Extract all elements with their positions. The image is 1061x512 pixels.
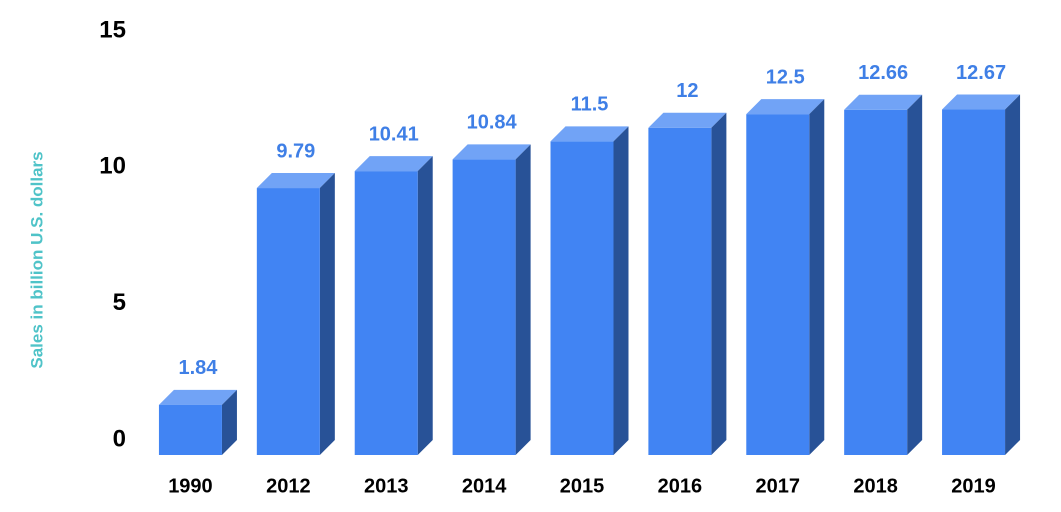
bar	[648, 112, 727, 456]
value-label: 12.5	[766, 66, 805, 88]
bar-front	[648, 127, 712, 456]
bar-top	[452, 144, 531, 160]
bar	[550, 126, 629, 455]
x-tick-label: 2012	[266, 475, 311, 497]
bar-top	[648, 112, 727, 128]
bar-side	[907, 94, 923, 455]
y-tick-label: 5	[113, 289, 126, 316]
bar	[746, 99, 825, 456]
y-tick-label: 0	[113, 425, 126, 452]
x-tick-label: 2013	[364, 475, 409, 497]
bar	[844, 94, 923, 455]
bar-side	[319, 173, 335, 455]
value-label: 11.5	[571, 94, 609, 116]
x-tick-label: 2015	[560, 475, 605, 497]
bar-front	[452, 159, 516, 456]
bar-top	[746, 99, 825, 115]
bar-front	[256, 188, 320, 455]
bar-side	[417, 156, 433, 456]
y-tick-label: 15	[99, 16, 126, 43]
bar-front	[158, 404, 222, 455]
x-tick-label: 2014	[462, 475, 507, 497]
x-tick-label: 2016	[658, 475, 703, 497]
bar-side	[809, 99, 825, 456]
bar-side	[711, 112, 727, 456]
x-tick-label: 2018	[853, 475, 898, 497]
value-label: 10.41	[369, 123, 419, 145]
x-tick-label: 2017	[756, 475, 801, 497]
bar	[354, 156, 433, 456]
value-label: 1.84	[178, 357, 218, 379]
bar-front	[354, 171, 418, 456]
value-label: 12	[676, 80, 698, 102]
bar-top	[942, 94, 1021, 110]
bar	[942, 94, 1021, 455]
y-axis-label: Sales in billion U.S. dollars	[27, 151, 46, 368]
bar	[452, 144, 531, 456]
bar-top	[256, 173, 335, 189]
bar-front	[746, 114, 810, 456]
value-label: 9.79	[276, 140, 315, 162]
value-label: 12.67	[956, 62, 1006, 84]
bar	[158, 389, 237, 455]
bar-side	[613, 126, 629, 455]
bar-top	[158, 389, 237, 405]
x-tick-label: 1990	[168, 475, 213, 497]
bar	[256, 173, 335, 455]
bar-side	[515, 144, 531, 456]
bar-front	[550, 141, 614, 455]
value-label: 10.84	[467, 112, 518, 134]
bar-front	[844, 109, 908, 455]
bar-side	[1005, 94, 1021, 455]
bar-top	[844, 94, 923, 110]
bar-top	[550, 126, 629, 142]
bar-side	[221, 389, 237, 455]
x-tick-label: 2019	[951, 475, 996, 497]
bar-top	[354, 156, 433, 172]
value-label: 12.66	[858, 62, 908, 84]
bar-front	[942, 109, 1006, 455]
y-tick-label: 10	[99, 153, 126, 180]
